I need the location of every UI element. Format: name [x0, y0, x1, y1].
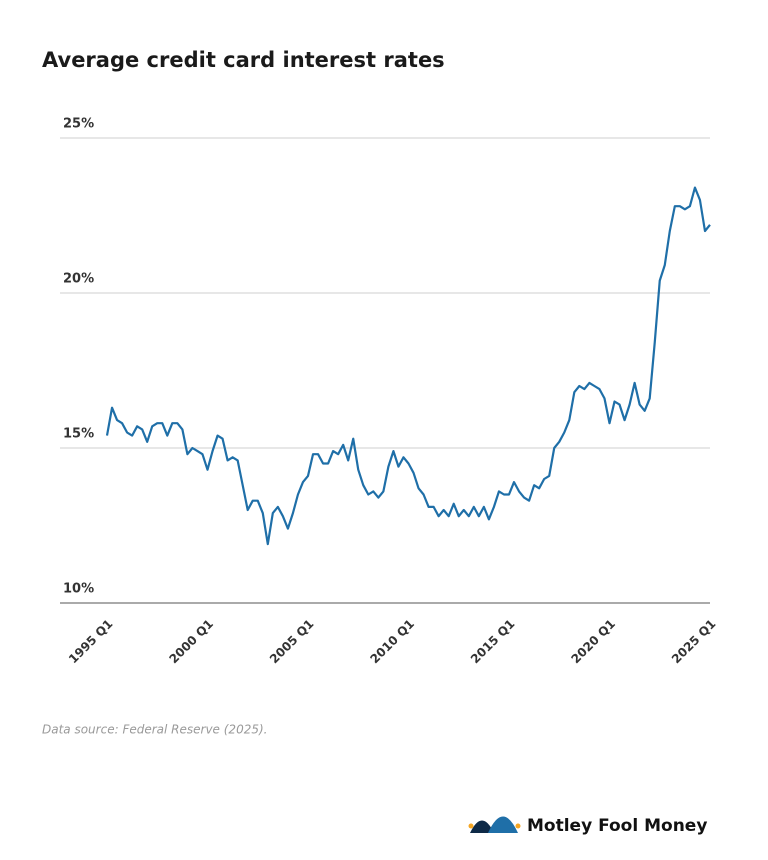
x-tick-label: 2000 Q1 [166, 617, 216, 667]
x-tick-label: 2015 Q1 [468, 617, 518, 667]
y-tick-label: 20% [63, 272, 94, 287]
y-tick-label: 25% [63, 117, 94, 132]
y-tick-label: 15% [63, 427, 94, 442]
x-tick-label: 2020 Q1 [568, 617, 618, 667]
source-note: Data source: Federal Reserve (2025). [42, 723, 267, 737]
x-tick-label: 2010 Q1 [367, 617, 417, 667]
chart-title: Average credit card interest rates [42, 48, 445, 72]
y-tick-label: 10% [63, 582, 94, 597]
x-tick-label: 1995 Q1 [66, 617, 116, 667]
brand-name: Motley Fool Money [527, 816, 707, 836]
brand-logo [468, 816, 521, 833]
data-line [105, 186, 711, 546]
x-tick-label: 2005 Q1 [267, 617, 317, 667]
x-tick-label: 2025 Q1 [669, 617, 719, 667]
